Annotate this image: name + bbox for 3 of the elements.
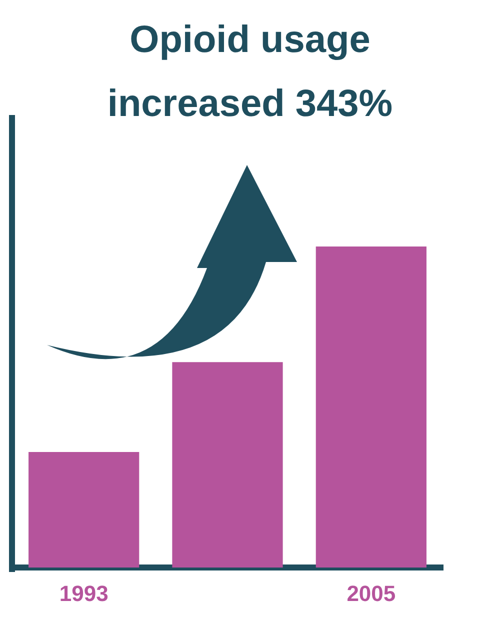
chart-title: Opioid usage increased 343% bbox=[106, 18, 394, 127]
x-tick-label: 2005 bbox=[346, 580, 396, 606]
x-tick-label: 1993 bbox=[59, 580, 108, 606]
